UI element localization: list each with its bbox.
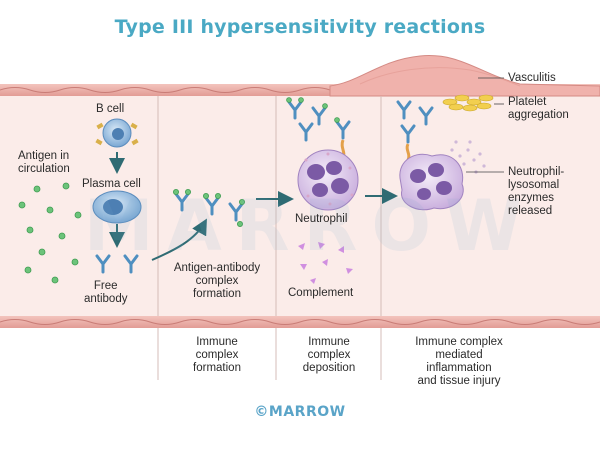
neutrophil (297, 149, 359, 211)
label-complex-line2: complex (195, 275, 239, 287)
vasculitis-bulge (329, 55, 600, 97)
deposited-complexes-stage3 (396, 100, 434, 144)
stage-label-deposition: Immune complex deposition (278, 336, 380, 375)
label-complex-formation: Antigen-antibody complex formation (160, 262, 274, 301)
stage-dividers (157, 96, 382, 380)
arrow-to-complex (151, 218, 207, 261)
stage3-line2: mediated (435, 349, 483, 361)
label-complex-line1: Antigen-antibody (173, 262, 261, 274)
label-complex-line3: formation (193, 288, 241, 300)
label-vasculitis: Vasculitis (508, 72, 556, 84)
endothelial-cells-bottom (0, 319, 600, 325)
stage3-line3: inflammation (426, 362, 492, 374)
stage-label-formation: Immune complex formation (160, 336, 274, 375)
deposited-complexes-stage2 (287, 100, 351, 142)
degranulating-neutrophil (399, 153, 464, 211)
label-antigen-line2: circulation (18, 163, 70, 175)
stage1-line1: Immune (196, 336, 238, 348)
label-free-antibody-line1: Free (93, 280, 118, 292)
leader-lines (466, 77, 504, 173)
stage2-line3: deposition (302, 362, 356, 374)
label-enzymes-line3: enzymes (508, 192, 555, 204)
label-antigen-line1: Antigen in (18, 150, 70, 162)
label-free-antibody-line2: antibody (84, 293, 128, 305)
stage3-line4: and tissue injury (417, 375, 501, 387)
label-plasma-cell: Plasma cell (82, 178, 141, 190)
complement-fragments (298, 242, 353, 284)
stage2-line2: complex (307, 349, 351, 361)
stage2-line1: Immune (308, 336, 350, 348)
plasma-cell (92, 190, 142, 224)
b-cell (95, 118, 139, 148)
label-enzymes-line4: released (508, 205, 553, 217)
label-complement: Complement (288, 287, 354, 299)
diagram-title: Type III hypersensitivity reactions (114, 16, 486, 38)
released-enzymes (450, 140, 486, 174)
label-b-cell: B cell (96, 103, 125, 115)
stage1-line3: formation (193, 362, 241, 374)
label-free-antibody: Free antibody (84, 280, 127, 306)
stage3-line1: Immune complex (415, 336, 503, 348)
label-enzymes-line1: Neutrophil- (508, 166, 565, 178)
stage1-line2: complex (195, 349, 239, 361)
label-neutrophil: Neutrophil (295, 213, 348, 225)
antigen-dots (18, 182, 82, 284)
footer-copyright: ©MARROW (254, 404, 346, 420)
label-platelet-line1: Platelet (508, 96, 547, 108)
immune-complexes (172, 188, 245, 227)
stage-label-inflammation: Immune complex mediated inflammation and… (384, 336, 534, 388)
label-enzymes-released: Neutrophil- lysosomal enzymes released (508, 166, 564, 218)
label-platelet-aggregation: Platelet aggregation (508, 96, 569, 122)
platelet-aggregation (442, 94, 494, 112)
free-antibodies (95, 254, 139, 274)
label-antigen-circulation: Antigen in circulation (18, 150, 70, 176)
label-enzymes-line2: lysosomal (508, 179, 560, 191)
label-platelet-line2: aggregation (508, 109, 569, 121)
